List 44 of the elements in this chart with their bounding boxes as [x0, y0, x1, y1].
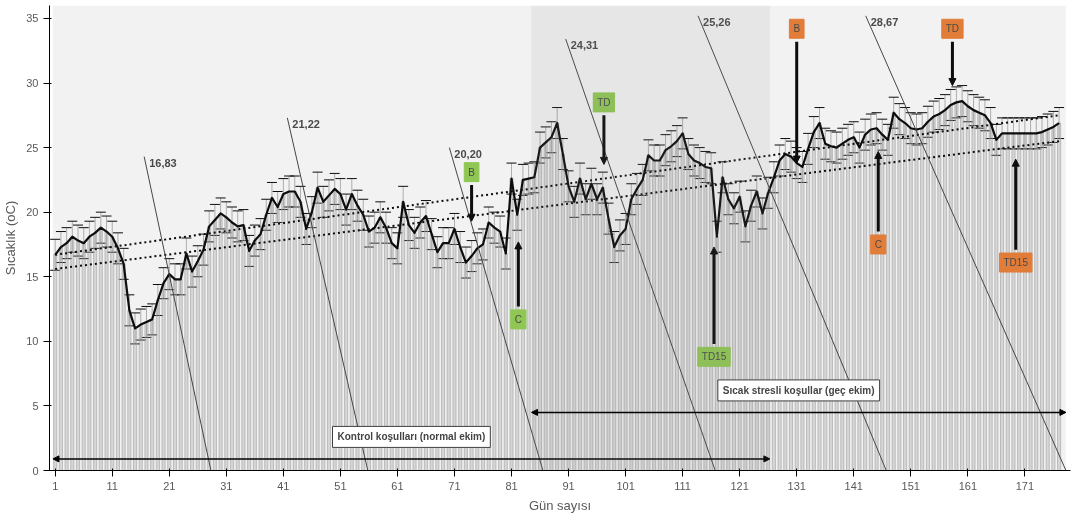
x-tick-label: 71 — [448, 479, 461, 492]
y-tick-label: 0 — [32, 464, 39, 477]
annotation: B — [793, 23, 801, 35]
annotation: C — [514, 313, 522, 325]
y-tick-label: 35 — [26, 12, 39, 25]
x-tick-label: 51 — [334, 479, 347, 492]
y-tick-label: 30 — [26, 77, 39, 89]
series-label: 20,20 — [454, 147, 482, 160]
y-tick-label: 25 — [26, 141, 39, 154]
x-axis-title: Gün sayısı — [528, 497, 592, 513]
x-tick-label: 41 — [277, 479, 290, 492]
y-axis-title: Sıcaklık (oC) — [3, 200, 19, 276]
x-tick-label: 101 — [616, 479, 635, 492]
x-tick-label: 91 — [562, 479, 575, 492]
y-tick-label: 15 — [26, 270, 39, 283]
x-tick-label: 1 — [52, 479, 59, 492]
x-tick-label: 131 — [787, 479, 806, 492]
x-tick-label: 31 — [220, 479, 233, 492]
band-label: Sıcak stresli koşullar (geç ekim) — [722, 384, 875, 396]
annotation: B — [468, 166, 476, 178]
y-tick-label: 20 — [26, 206, 39, 219]
x-tick-label: 111 — [674, 479, 692, 492]
x-tick-label: 61 — [391, 479, 404, 492]
x-tick-label: 141 — [844, 479, 863, 492]
x-tick-label: 11 — [106, 479, 118, 492]
x-tick-label: 21 — [163, 479, 176, 492]
y-tick-label: 5 — [32, 399, 39, 412]
x-tick-label: 151 — [901, 479, 920, 492]
x-tick-label: 121 — [730, 479, 749, 492]
series-label: 28,67 — [870, 15, 899, 28]
annotation: TD15 — [701, 351, 727, 363]
series-label: 24,31 — [570, 39, 599, 52]
series-label: 16,83 — [149, 156, 177, 169]
annotation: TD15 — [1003, 257, 1029, 269]
x-tick-label: 161 — [958, 479, 978, 492]
x-tick-label: 171 — [1015, 479, 1035, 492]
x-tick-label: 81 — [505, 479, 518, 492]
annotation: TD — [597, 96, 611, 108]
annotation: TD — [945, 23, 960, 35]
series-label: 21,22 — [292, 117, 320, 130]
series-label: 25,26 — [703, 15, 731, 28]
y-tick-label: 10 — [26, 335, 39, 348]
annotation: C — [874, 238, 882, 250]
band-label: Kontrol koşulları (normal ekim) — [337, 431, 486, 443]
